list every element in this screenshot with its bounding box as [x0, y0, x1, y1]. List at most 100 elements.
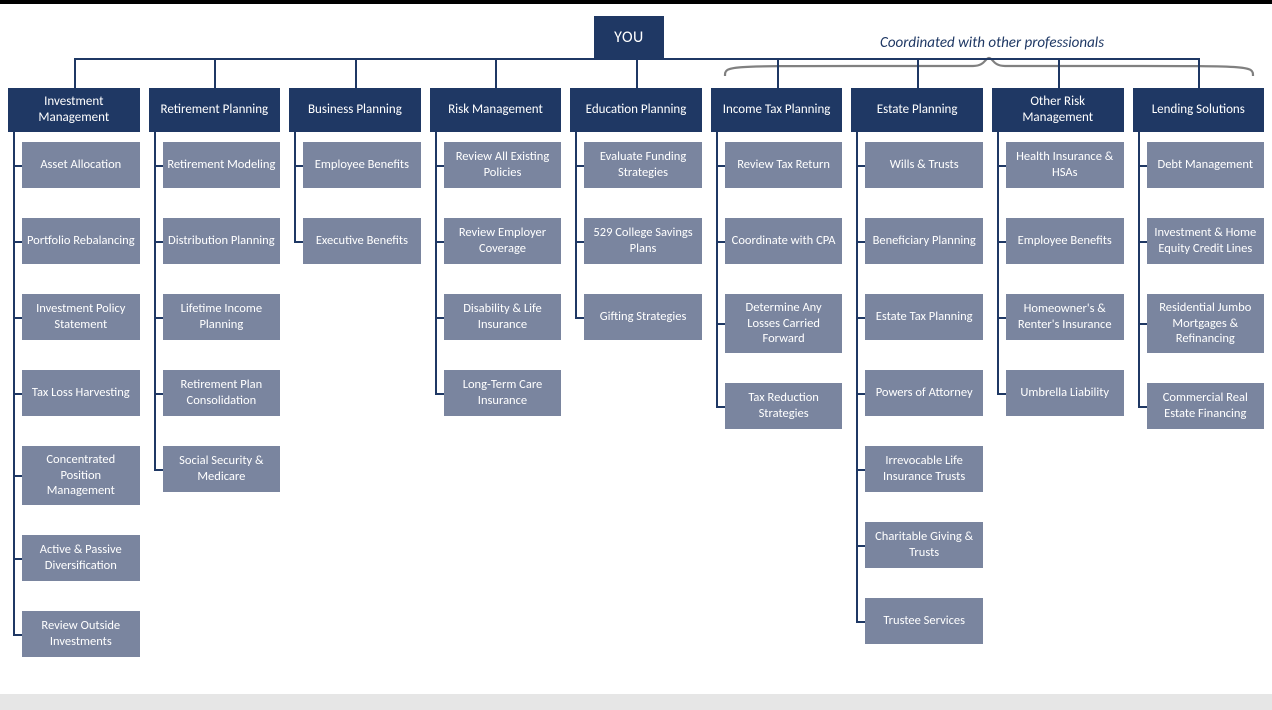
chart-item-label: Review Outside Investments	[26, 618, 136, 649]
top-rule	[0, 0, 1272, 4]
chart-item-label: Long-Term Care Insurance	[448, 377, 558, 408]
chart-item: Lifetime Income Planning	[163, 294, 281, 340]
column-header-label: Estate Planning	[877, 102, 958, 118]
chart-item: Coordinate with CPA	[725, 218, 843, 264]
chart-item-label: Asset Allocation	[40, 157, 121, 173]
chart-item-label: Trustee Services	[883, 613, 965, 629]
horizontal-connector	[74, 58, 1199, 60]
column-items: Review Tax ReturnCoordinate with CPADete…	[711, 132, 843, 429]
chart-item: Investment & Home Equity Credit Lines	[1147, 218, 1265, 264]
chart-item-label: Health Insurance & HSAs	[1010, 149, 1120, 180]
column-header-label: Retirement Planning	[161, 102, 269, 118]
chart-item: Gifting Strategies	[584, 294, 702, 340]
chart-item-label: Concentrated Position Management	[26, 452, 136, 499]
column-items: Debt Management Investment & Home Equity …	[1133, 132, 1265, 429]
column-items: Review All Existing Policies Review Emplo…	[430, 132, 562, 416]
annotation-coordinated: Coordinated with other professionals	[880, 34, 1104, 52]
chart-item: Retirement Modeling	[163, 142, 281, 188]
chart-item: Residential Jumbo Mortgages & Refinancin…	[1147, 294, 1265, 353]
chart-item-label: Estate Tax Planning	[876, 309, 973, 325]
chart-item: Investment Policy Statement	[22, 294, 140, 340]
chart-item: Portfolio Rebalancing	[22, 218, 140, 264]
chart-item: Review Outside Investments	[22, 611, 140, 657]
chart-item-label: Review Tax Return	[737, 157, 830, 173]
chart-item-label: Debt Management	[1158, 157, 1254, 173]
chart-item: Concentrated Position Management	[22, 446, 140, 505]
column-spine	[575, 130, 577, 317]
column-items: Employee BenefitsExecutive Benefits	[289, 132, 421, 264]
chart-item: Review All Existing Policies	[444, 142, 562, 188]
chart-item: 529 College Savings Plans	[584, 218, 702, 264]
chart-item-label: 529 College Savings Plans	[588, 225, 698, 256]
chart-item-label: Powers of Attorney	[876, 385, 973, 401]
chart-item-label: Beneficiary Planning	[873, 233, 976, 249]
chart-item: Tax Loss Harvesting	[22, 370, 140, 416]
chart-item: Long-Term Care Insurance	[444, 370, 562, 416]
chart-item: Powers of Attorney	[865, 370, 983, 416]
chart-item-label: Investment & Home Equity Credit Lines	[1151, 225, 1261, 256]
column-header: Retirement Planning	[149, 88, 281, 132]
chart-item: Health Insurance & HSAs	[1006, 142, 1124, 188]
column-spine	[154, 130, 156, 469]
chart-item-label: Employee Benefits	[315, 157, 409, 173]
chart-item-label: Residential Jumbo Mortgages & Refinancin…	[1151, 300, 1261, 347]
org-chart: Investment Management Asset Allocation Por…	[8, 58, 1264, 687]
chart-item: Employee Benefits	[1006, 218, 1124, 264]
chart-item-label: Tax Reduction Strategies	[729, 390, 839, 421]
chart-item-label: Retirement Modeling	[167, 157, 275, 173]
column-header: Business Planning	[289, 88, 421, 132]
chart-item-label: Employee Benefits	[1018, 233, 1112, 249]
chart-item-label: Review Employer Coverage	[448, 225, 558, 256]
chart-item: Active & Passive Diversification	[22, 535, 140, 581]
chart-item-label: Charitable Giving & Trusts	[869, 529, 979, 560]
chart-item: Asset Allocation	[22, 142, 140, 188]
root-node: YOU	[594, 16, 664, 58]
chart-item: Trustee Services	[865, 598, 983, 644]
chart-item: Employee Benefits	[303, 142, 421, 188]
column: Risk Management Review All Existing Polic…	[430, 58, 562, 687]
chart-item: Estate Tax Planning	[865, 294, 983, 340]
column-spine	[997, 130, 999, 393]
chart-item: Irrevocable Life Insurance Trusts	[865, 446, 983, 492]
column-items: Retirement Modeling Distribution Planning…	[149, 132, 281, 492]
column-items: Asset Allocation Portfolio Rebalancing Inv…	[8, 132, 140, 657]
chart-item: Umbrella Liability	[1006, 370, 1124, 416]
chart-item-label: Umbrella Liability	[1020, 385, 1109, 401]
column-header: Estate Planning	[851, 88, 983, 132]
chart-item: Evaluate Funding Strategies	[584, 142, 702, 188]
column: Other Risk Management Health Insurance & …	[992, 58, 1124, 687]
chart-item-label: Review All Existing Policies	[448, 149, 558, 180]
chart-item: Distribution Planning	[163, 218, 281, 264]
column-header-label: Other Risk Management	[996, 94, 1120, 125]
chart-item-label: Coordinate with CPA	[732, 233, 836, 249]
chart-item: Debt Management	[1147, 142, 1265, 188]
column-header-label: Investment Management	[12, 94, 136, 125]
column-spine	[1138, 130, 1140, 406]
column-header-label: Income Tax Planning	[723, 102, 831, 118]
chart-item: Beneficiary Planning	[865, 218, 983, 264]
chart-item: Retirement Plan Consolidation	[163, 370, 281, 416]
column-items: Evaluate Funding Strategies 529 College S…	[570, 132, 702, 340]
column-header-label: Lending Solutions	[1152, 102, 1245, 118]
column-header: Income Tax Planning	[711, 88, 843, 132]
chart-item-label: Distribution Planning	[168, 233, 275, 249]
chart-item: Disability & Life Insurance	[444, 294, 562, 340]
chart-item-label: Homeowner's & Renter's Insurance	[1010, 301, 1120, 332]
chart-item: Wills & Trusts	[865, 142, 983, 188]
column-items: Health Insurance & HSAs Employee Benefits…	[992, 132, 1124, 416]
chart-item: Homeowner's & Renter's Insurance	[1006, 294, 1124, 340]
chart-item-label: Gifting Strategies	[600, 309, 687, 325]
chart-item-label: Social Security & Medicare	[167, 453, 277, 484]
column-header: Lending Solutions	[1133, 88, 1265, 132]
bottom-bar	[0, 694, 1272, 710]
chart-item-label: Portfolio Rebalancing	[27, 233, 135, 249]
column-header-label: Risk Management	[448, 102, 543, 118]
column: Lending Solutions Debt Management Investme…	[1133, 58, 1265, 687]
annotation-text: Coordinated with other professionals	[880, 34, 1104, 52]
chart-item-label: Lifetime Income Planning	[167, 301, 277, 332]
column-header-label: Education Planning	[586, 102, 687, 118]
column-spine	[856, 130, 858, 621]
column-header: Investment Management	[8, 88, 140, 132]
chart-item: Review Tax Return	[725, 142, 843, 188]
column-header: Other Risk Management	[992, 88, 1124, 132]
